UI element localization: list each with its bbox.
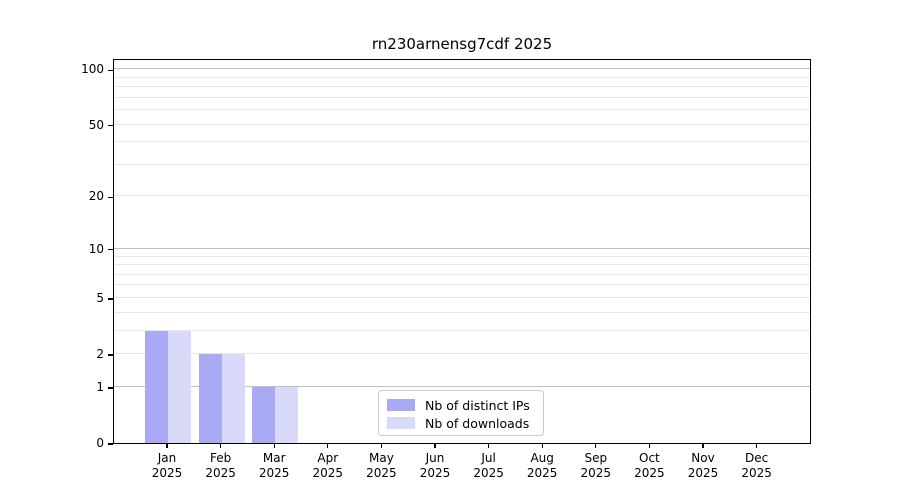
x-tick <box>434 444 436 448</box>
minor-gridline <box>114 255 810 257</box>
x-tick <box>702 444 704 448</box>
legend-swatch-distinct-ips-icon <box>387 399 415 411</box>
x-tick-label: Mar 2025 <box>258 451 290 480</box>
legend-entry-downloads: Nb of downloads <box>387 414 535 432</box>
major-gridline <box>114 385 810 387</box>
minor-gridline <box>114 284 810 286</box>
y-tick-label: 20 <box>88 189 104 204</box>
x-tick <box>166 444 168 448</box>
x-tick-label: Apr 2025 <box>312 451 344 480</box>
minor-gridline <box>114 273 810 275</box>
minor-gridline <box>114 141 810 143</box>
y-tick-label: 100 <box>81 62 104 77</box>
bar-downloads <box>221 354 245 443</box>
x-tick-label: Feb 2025 <box>205 451 236 480</box>
x-tick <box>648 444 651 448</box>
major-gridline <box>114 68 810 70</box>
legend-label-downloads: Nb of downloads <box>425 415 530 431</box>
x-tick-label: Aug 2025 <box>526 451 558 480</box>
y-tick-label: 10 <box>88 241 104 256</box>
x-tick-label: May 2025 <box>366 451 397 480</box>
bar-distinct-ips <box>252 386 276 443</box>
minor-gridline <box>114 163 810 165</box>
legend: Nb of distinct IPs Nb of downloads <box>378 390 544 436</box>
x-tick-label: Oct 2025 <box>634 451 665 480</box>
plot-area <box>113 59 811 444</box>
x-tick <box>595 444 597 448</box>
x-tick <box>755 444 758 448</box>
bar-downloads <box>168 330 191 443</box>
minor-gridline <box>114 311 810 313</box>
x-tick <box>219 444 222 448</box>
x-tick-label: Sep 2025 <box>580 451 612 480</box>
y-tick-label: 1 <box>96 379 104 394</box>
y-tick <box>108 69 113 71</box>
x-tick <box>541 444 543 448</box>
minor-gridline <box>114 76 810 78</box>
y-tick <box>108 196 113 199</box>
bar-distinct-ips <box>198 354 222 443</box>
x-tick-label: Nov 2025 <box>687 451 719 480</box>
y-tick-label: 0 <box>96 436 104 450</box>
minor-gridline <box>114 195 810 197</box>
minor-gridline <box>114 123 810 125</box>
minor-gridline <box>114 264 810 265</box>
minor-gridline <box>114 329 810 331</box>
x-tick-label: Jul 2025 <box>473 451 504 480</box>
y-tick <box>108 249 113 251</box>
x-tick <box>380 444 383 448</box>
y-tick-label: 50 <box>88 117 104 132</box>
x-tick <box>273 444 275 448</box>
y-tick <box>108 354 113 356</box>
y-tick <box>108 387 113 389</box>
x-tick-label: Jan 2025 <box>151 451 183 480</box>
y-tick-label: 2 <box>96 347 104 361</box>
chart-title: rn230arnensg7cdf 2025 <box>371 35 553 53</box>
x-tick <box>327 444 329 448</box>
legend-entry-distinct-ips: Nb of distinct IPs <box>387 396 535 414</box>
y-tick-label: 5 <box>96 290 104 305</box>
minor-gridline <box>114 353 810 354</box>
major-gridline <box>114 247 810 249</box>
x-tick-label: Jun 2025 <box>419 451 451 480</box>
x-tick-label: Dec 2025 <box>741 451 772 480</box>
legend-label-distinct-ips: Nb of distinct IPs <box>425 397 530 413</box>
bar-downloads <box>275 386 299 443</box>
legend-swatch-downloads-icon <box>387 417 415 429</box>
minor-gridline <box>114 96 810 98</box>
bar-distinct-ips <box>145 330 168 443</box>
minor-gridline <box>114 109 810 111</box>
minor-gridline <box>114 296 810 298</box>
y-tick <box>108 298 113 300</box>
y-tick <box>108 443 113 445</box>
x-tick <box>487 444 490 448</box>
minor-gridline <box>114 86 810 88</box>
y-tick <box>108 124 113 127</box>
